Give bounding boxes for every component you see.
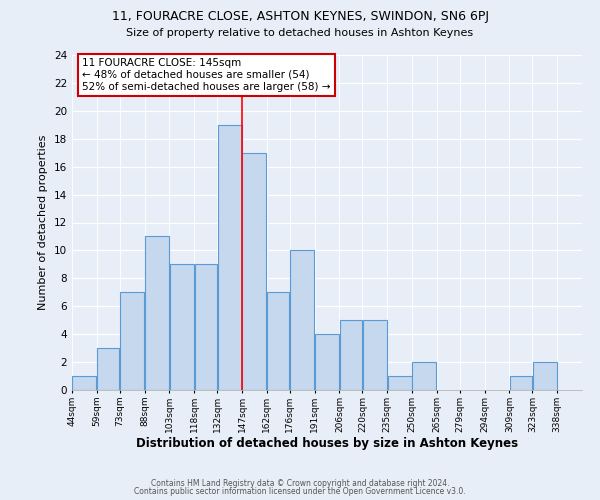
Bar bbox=[363, 320, 387, 390]
Bar bbox=[170, 264, 194, 390]
Bar bbox=[412, 362, 436, 390]
Bar bbox=[194, 264, 217, 390]
Bar bbox=[97, 348, 119, 390]
Bar bbox=[290, 250, 314, 390]
Bar bbox=[242, 152, 266, 390]
Bar bbox=[315, 334, 339, 390]
Bar bbox=[145, 236, 169, 390]
Bar bbox=[340, 320, 362, 390]
Bar bbox=[120, 292, 144, 390]
Bar bbox=[267, 292, 289, 390]
X-axis label: Distribution of detached houses by size in Ashton Keynes: Distribution of detached houses by size … bbox=[136, 438, 518, 450]
Text: 11 FOURACRE CLOSE: 145sqm
← 48% of detached houses are smaller (54)
52% of semi-: 11 FOURACRE CLOSE: 145sqm ← 48% of detac… bbox=[82, 58, 331, 92]
Bar bbox=[510, 376, 532, 390]
Bar bbox=[533, 362, 557, 390]
Text: Size of property relative to detached houses in Ashton Keynes: Size of property relative to detached ho… bbox=[127, 28, 473, 38]
Text: 11, FOURACRE CLOSE, ASHTON KEYNES, SWINDON, SN6 6PJ: 11, FOURACRE CLOSE, ASHTON KEYNES, SWIND… bbox=[112, 10, 488, 23]
Bar bbox=[73, 376, 97, 390]
Y-axis label: Number of detached properties: Number of detached properties bbox=[38, 135, 49, 310]
Bar bbox=[218, 125, 242, 390]
Text: Contains HM Land Registry data © Crown copyright and database right 2024.: Contains HM Land Registry data © Crown c… bbox=[151, 478, 449, 488]
Bar bbox=[388, 376, 412, 390]
Text: Contains public sector information licensed under the Open Government Licence v3: Contains public sector information licen… bbox=[134, 487, 466, 496]
